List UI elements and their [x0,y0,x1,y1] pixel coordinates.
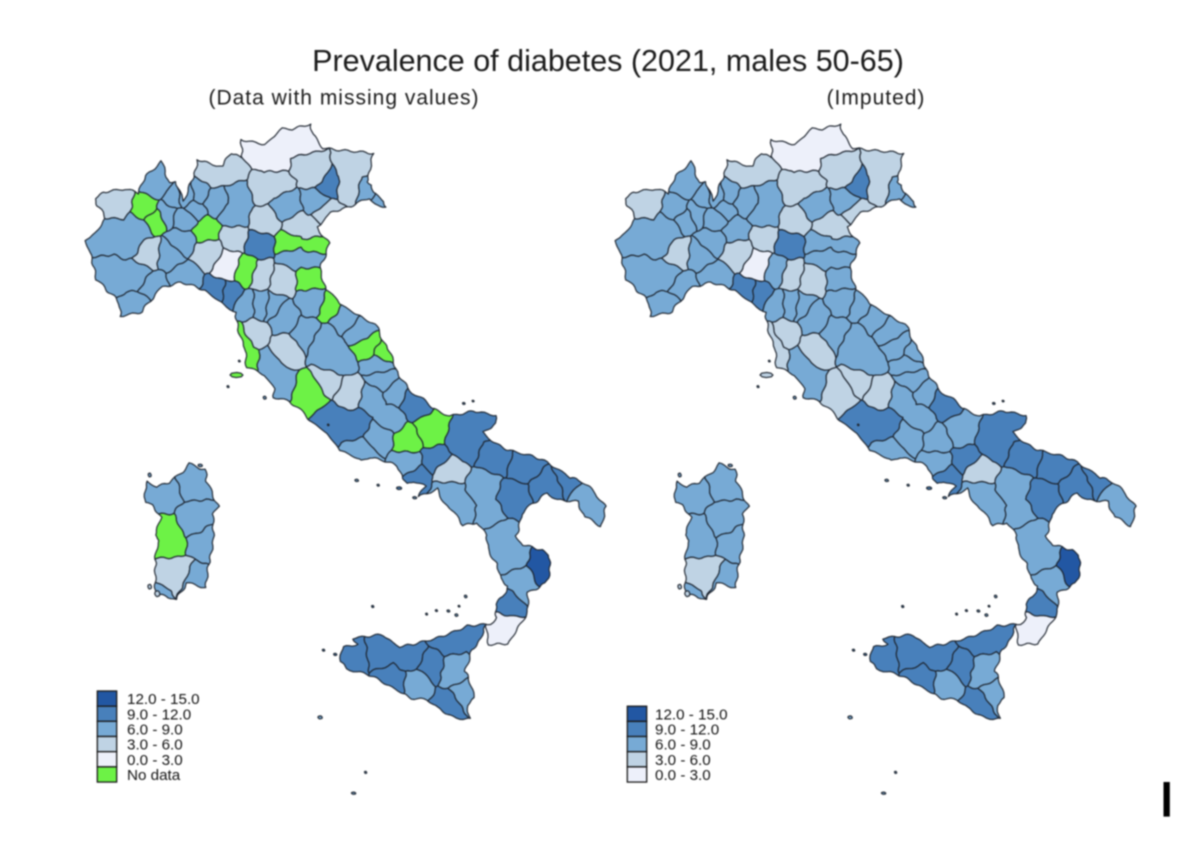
svg-text:0.0 - 3.0: 0.0 - 3.0 [127,752,183,769]
svg-text:3.0 - 6.0: 3.0 - 6.0 [127,737,183,754]
svg-text:12.0 - 15.0: 12.0 - 15.0 [655,706,728,723]
svg-text:6.0 - 9.0: 6.0 - 9.0 [655,737,711,754]
svg-text:(Data with missing values): (Data with missing values) [208,87,479,110]
svg-text:(Imputed): (Imputed) [827,87,926,110]
svg-text:3.0 - 6.0: 3.0 - 6.0 [655,752,711,769]
svg-text:12.0 - 15.0: 12.0 - 15.0 [127,691,200,708]
svg-text:0.0 - 3.0: 0.0 - 3.0 [655,767,711,784]
svg-text:No data: No data [127,767,181,784]
svg-text:9.0 - 12.0: 9.0 - 12.0 [127,706,191,723]
svg-text:Prevalence of diabetes (2021,: Prevalence of diabetes (2021, males 50-6… [312,44,904,78]
svg-text:6.0 - 9.0: 6.0 - 9.0 [127,722,183,739]
svg-text:9.0 - 12.0: 9.0 - 12.0 [655,722,719,739]
